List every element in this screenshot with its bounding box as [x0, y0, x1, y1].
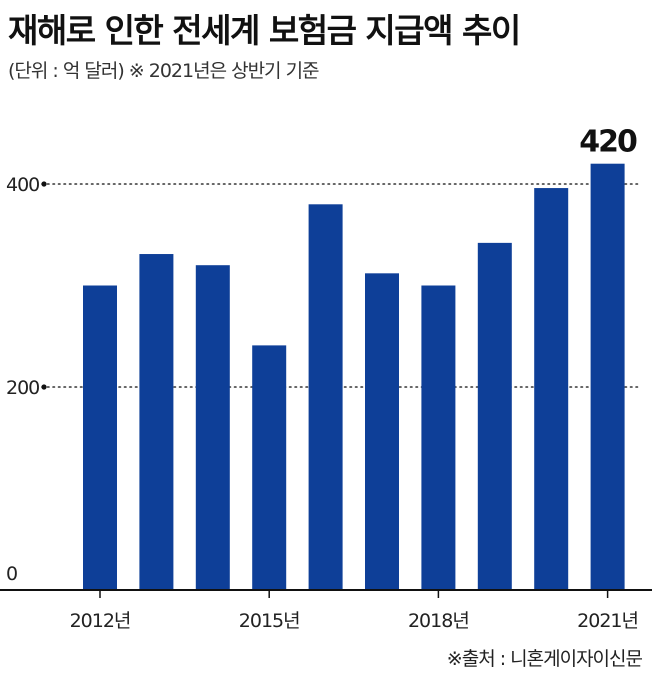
chart-title: 재해로 인한 전세계 보험금 지급액 추이	[8, 11, 521, 50]
gridline-dot-200	[41, 384, 47, 390]
bar-2013	[139, 254, 174, 590]
x-axis-ticks: 2012년 2015년 2018년 2021년	[70, 590, 639, 632]
value-label-2021: 420	[579, 125, 637, 160]
x-tick-2018: 2018년	[408, 610, 469, 632]
bar-2017	[365, 273, 399, 590]
bar-2014	[195, 265, 230, 590]
y-tick-0: 0	[6, 563, 17, 585]
gridline-dot-400	[41, 181, 47, 187]
bar-2012	[83, 285, 117, 590]
bar-2016	[308, 204, 343, 591]
y-axis-ticks: 0 200 400	[6, 174, 40, 585]
bar-2018	[421, 285, 456, 590]
bar-2021	[590, 163, 625, 590]
x-tick-2021: 2021년	[577, 610, 638, 632]
x-tick-2012: 2012년	[70, 610, 131, 632]
source-note: ※출처 : 니혼게이자이신문	[446, 648, 643, 670]
bar-2020	[534, 188, 569, 590]
x-tick-2015: 2015년	[239, 610, 300, 632]
chart-subtitle: (단위 : 억 달러) ※ 2021년은 상반기 기준	[8, 60, 320, 82]
bar-2015	[252, 345, 287, 590]
bar-series	[83, 163, 625, 591]
y-tick-400: 400	[6, 174, 39, 196]
value-labels: 420	[579, 125, 639, 160]
y-tick-200: 200	[6, 377, 39, 399]
bar-2019	[477, 242, 512, 590]
